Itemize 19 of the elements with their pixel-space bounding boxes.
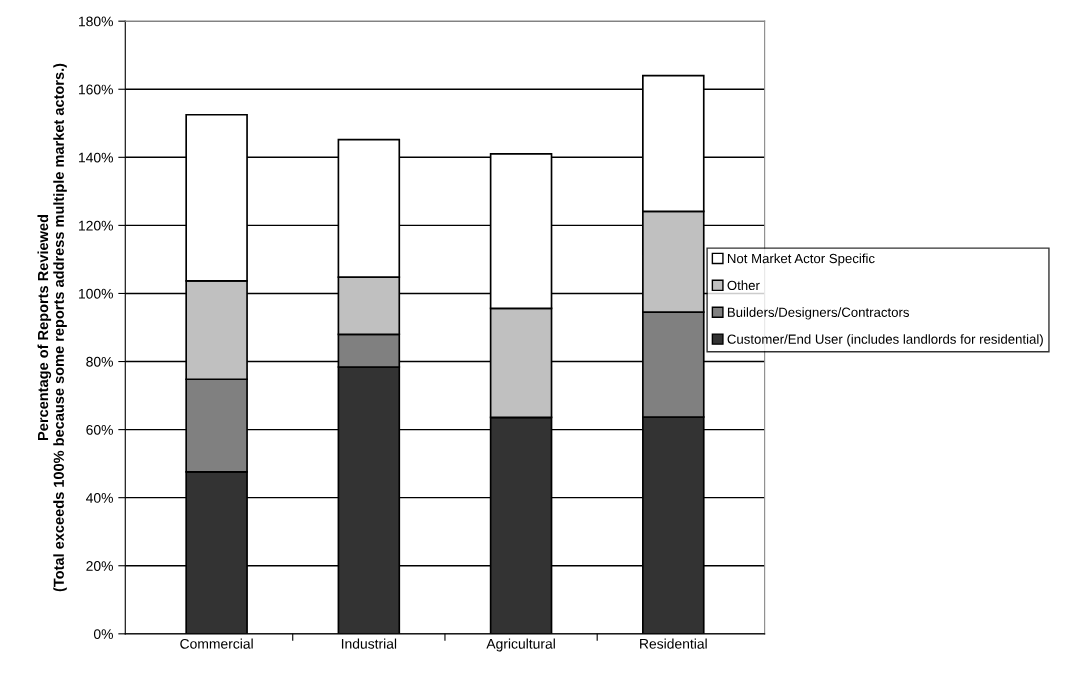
x-tick-label: Commercial [180, 638, 253, 649]
y-tick-label: 0% [93, 629, 113, 639]
legend-label: Other [727, 280, 760, 291]
y-tick-label: 20% [86, 561, 113, 571]
legend-label: Builders/Designers/Contractors [727, 307, 910, 320]
legend-label: Customer/End User (includes landlords for residential) [727, 334, 1043, 347]
y-tick-label: 160% [79, 84, 113, 95]
x-tick-label: Industrial [341, 638, 397, 649]
y-axis-title: Percentage of Reports Reviewed (Total exceeds 100% because some reports address multiple market actors.) [37, 63, 67, 592]
x-tick-label: Agricultural [486, 638, 555, 652]
x-tick-label: Residential [640, 638, 707, 649]
y-tick-label: 100% [79, 288, 113, 299]
legend-label: Not Market Actor Specific [727, 253, 875, 266]
y-tick-label: 60% [86, 424, 113, 435]
y-tick-label: 80% [86, 356, 113, 367]
y-tick-label: 140% [79, 152, 113, 163]
y-tick-label: 40% [86, 493, 113, 503]
y-tick-label: 180% [79, 16, 113, 27]
y-tick-label: 120% [79, 220, 113, 231]
